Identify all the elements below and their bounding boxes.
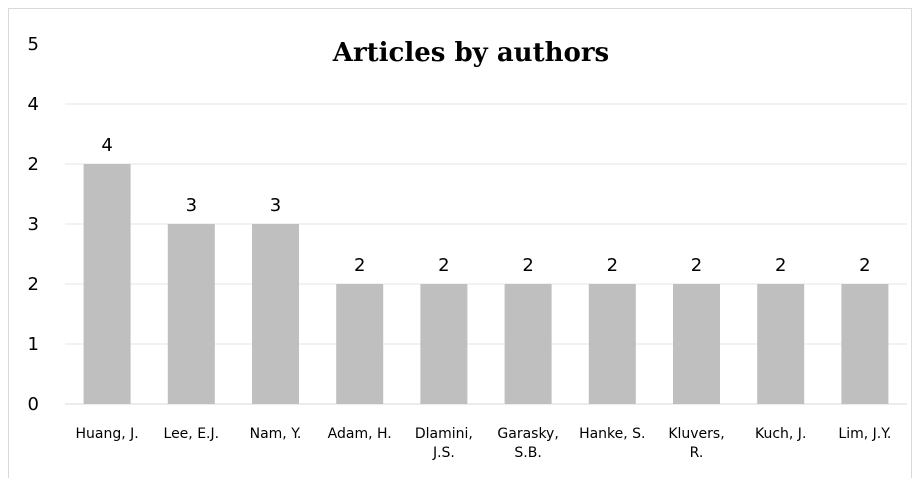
y-tick-label: 3 <box>28 214 39 235</box>
x-tick-label: Garasky, <box>497 426 558 442</box>
data-label: 2 <box>859 255 870 276</box>
y-tick-label: 5 <box>28 34 39 55</box>
bars <box>83 164 889 404</box>
y-tick-label: 0 <box>28 394 39 415</box>
x-tick-label: Huang, J. <box>75 426 138 442</box>
x-tick-label: Lim, J.Y. <box>838 426 891 442</box>
x-tick-label: Hanke, S. <box>579 426 645 442</box>
x-tick-label: S.B. <box>514 445 541 461</box>
x-tick-label: Kluvers, <box>668 426 724 442</box>
x-tick-label: Adam, H. <box>328 426 392 442</box>
data-label: 2 <box>691 255 702 276</box>
y-tick-label: 4 <box>28 94 39 115</box>
bar-chart: Articles by authors 4 3 3 2 2 2 2 2 2 2 0 1 2 3 2 4 5 H… <box>28 34 907 461</box>
bar <box>841 284 889 404</box>
x-tick-label: J.S. <box>432 445 455 461</box>
data-label: 4 <box>101 135 112 156</box>
x-tick-label: Dlamini, <box>415 426 473 442</box>
data-label: 2 <box>607 255 618 276</box>
bar <box>83 164 131 404</box>
data-label: 2 <box>775 255 786 276</box>
y-tick-label: 2 <box>28 154 39 175</box>
bar <box>673 284 720 404</box>
y-tick-label: 1 <box>28 334 39 355</box>
bar <box>757 284 805 404</box>
y-tick-label: 2 <box>28 274 39 295</box>
data-label: 2 <box>522 255 533 276</box>
x-tick-label: R. <box>690 445 704 461</box>
data-label: 3 <box>270 195 281 216</box>
bar <box>167 224 215 404</box>
bar <box>420 284 468 404</box>
x-tick-label: Lee, E.J. <box>164 426 220 442</box>
bar <box>588 284 636 404</box>
chart-title: Articles by authors <box>332 38 609 68</box>
chart-frame: Articles by authors 4 3 3 2 2 2 2 2 2 2 0 1 2 3 2 4 5 H… <box>8 8 912 478</box>
data-label: 2 <box>354 255 365 276</box>
data-labels: 4 3 3 2 2 2 2 2 2 2 <box>101 135 870 276</box>
y-axis-ticks: 0 1 2 3 2 4 5 <box>28 34 39 415</box>
bar <box>336 284 384 404</box>
bar <box>252 224 299 404</box>
x-axis-ticks: Huang, J. Lee, E.J. Nam, Y. Adam, H. Dlamini… <box>75 426 891 461</box>
data-label: 3 <box>186 195 197 216</box>
bar <box>504 284 552 404</box>
x-tick-label: Nam, Y. <box>250 426 302 442</box>
x-tick-label: Kuch, J. <box>755 426 806 442</box>
data-label: 2 <box>438 255 449 276</box>
